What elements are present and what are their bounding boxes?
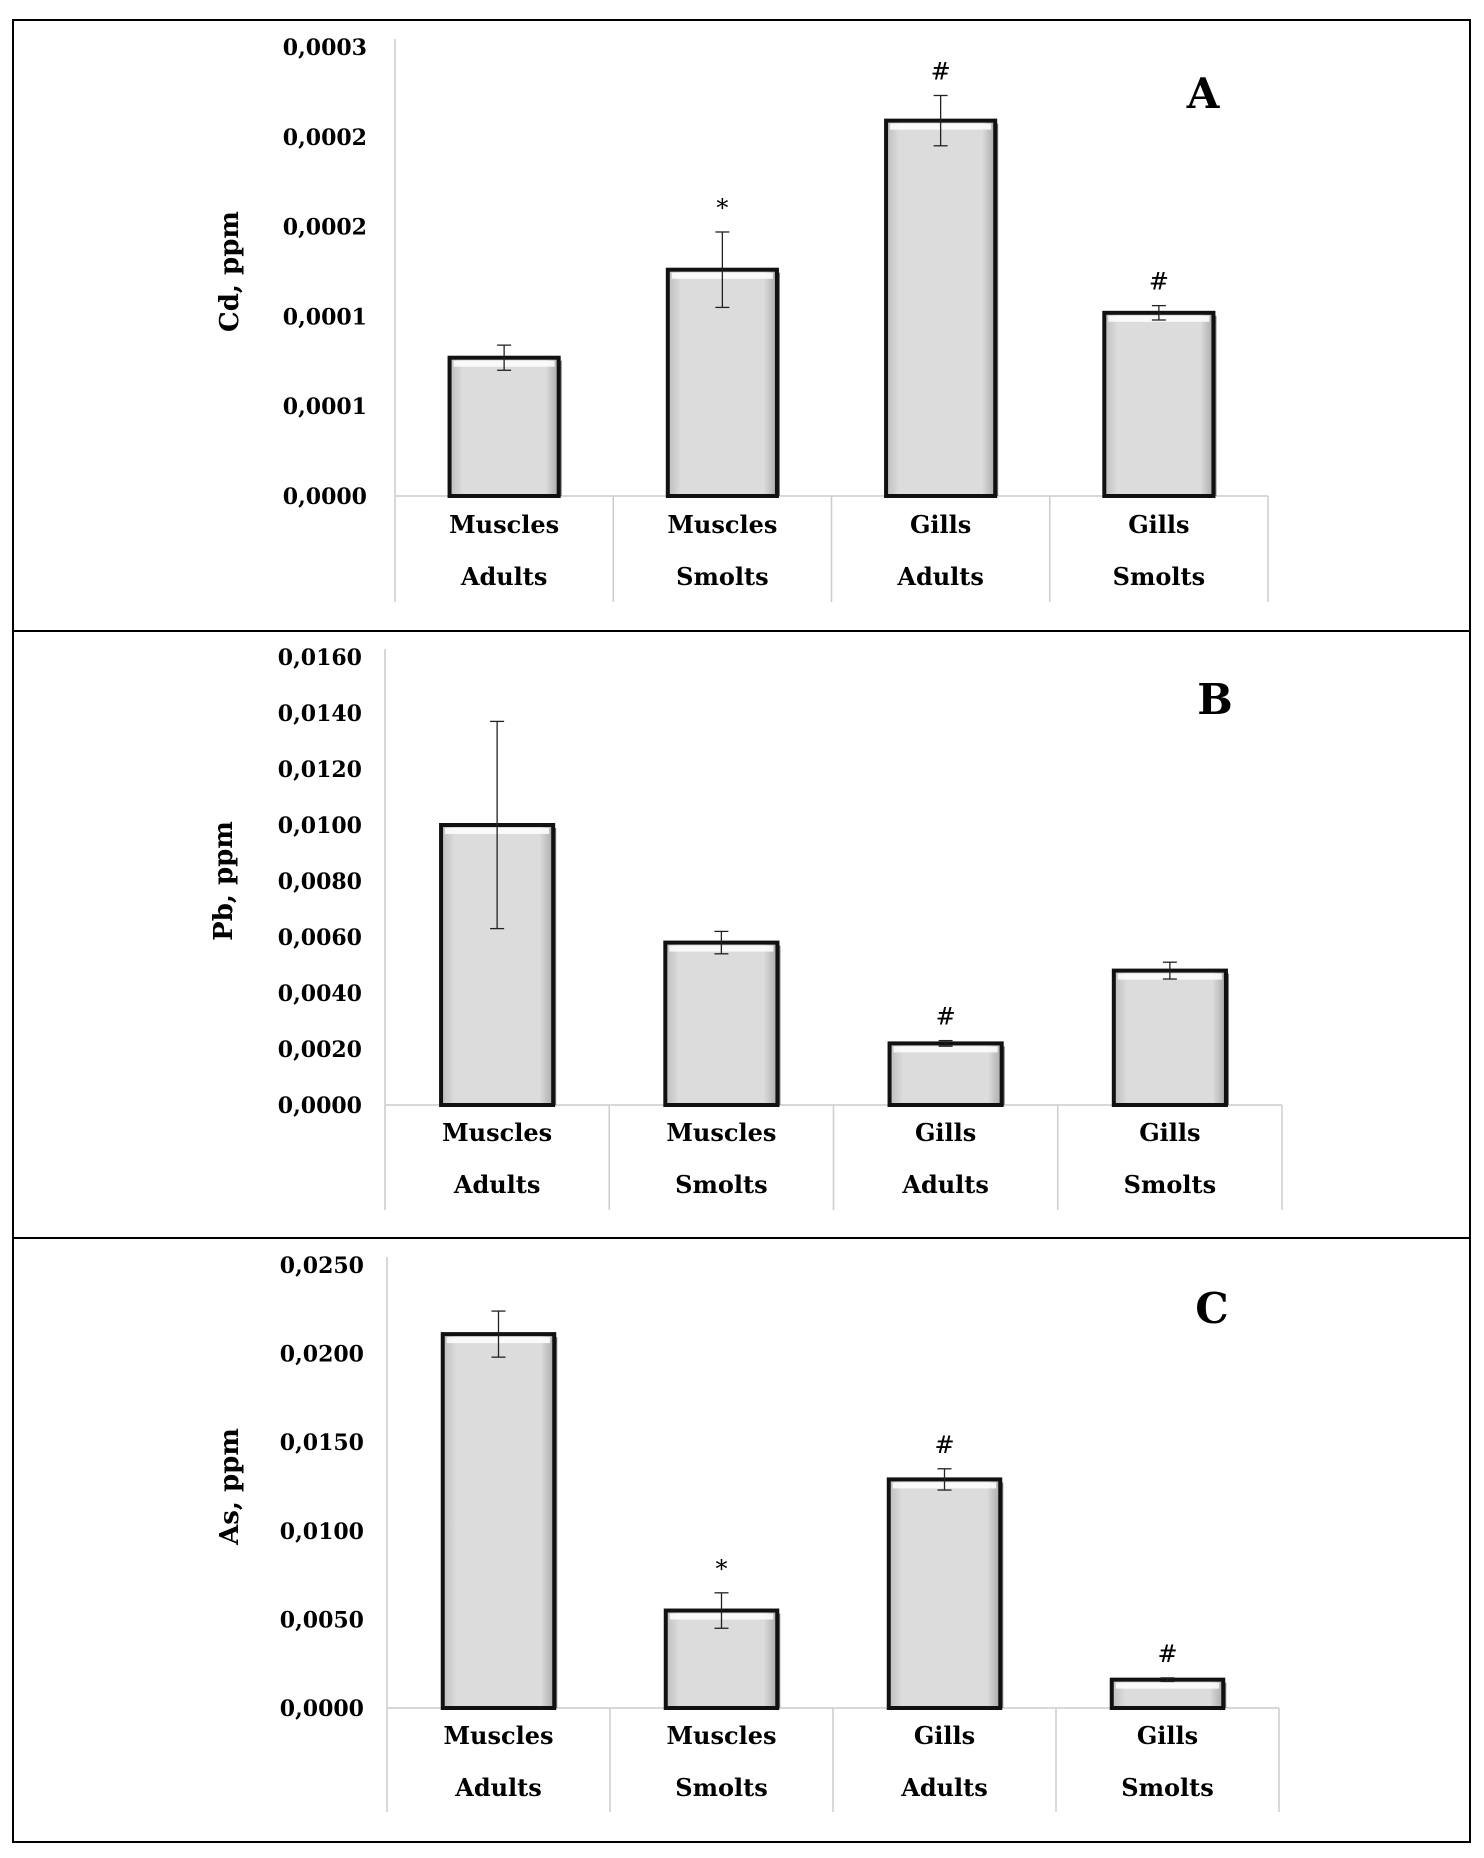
x-category-label: Gills	[910, 510, 971, 539]
x-category-sublabel: Adults	[900, 1773, 988, 1802]
bar	[1111, 968, 1228, 1107]
x-category-label: Gills	[915, 1118, 976, 1147]
x-category-sublabel: Smolts	[1121, 1773, 1213, 1802]
y-tick-label: 0,0080	[278, 869, 362, 895]
chart-panel-a: 0,0000 0,0001 0,0001 0,0002 0,0002 0,0003 Cd, …	[215, 35, 1269, 602]
x-category-label: Gills	[1128, 510, 1189, 539]
panel-label: B	[1197, 675, 1233, 724]
y-tick-label: 0,0040	[278, 981, 362, 1007]
significance-marker: #	[1157, 1640, 1177, 1668]
bar-highlight	[1115, 1682, 1220, 1689]
significance-marker: #	[931, 57, 951, 85]
panel-label: C	[1195, 1284, 1228, 1333]
bar	[1102, 310, 1216, 499]
x-category-sublabel: Smolts	[1124, 1170, 1216, 1199]
y-tick-label: 0,0050	[280, 1607, 364, 1633]
y-tick-label: 0,0000	[278, 1093, 362, 1119]
x-category-sublabel: Adults	[901, 1170, 989, 1199]
y-tick-label: 0,0250	[280, 1253, 364, 1279]
y-tick-label: 0,0160	[278, 645, 362, 671]
y-tick-label: 0,0140	[278, 701, 362, 727]
chart-panel-c: 0,0000 0,0050 0,0100 0,0150 0,0200 0,0250 As, …	[215, 1253, 1280, 1812]
x-category-sublabel: Adults	[896, 562, 984, 591]
x-category-label: Gills	[1137, 1721, 1198, 1750]
x-category-label: Muscles	[442, 1118, 552, 1147]
significance-marker: #	[1149, 268, 1169, 296]
bar	[663, 940, 780, 1107]
bar	[440, 1332, 557, 1711]
x-category-label: Gills	[1139, 1118, 1200, 1147]
x-category-sublabel: Smolts	[676, 562, 768, 591]
y-tick-label: 0,0003	[283, 35, 367, 61]
significance-marker: #	[934, 1431, 954, 1459]
y-tick-label: 0,0001	[283, 394, 367, 420]
y-axis-title: Cd, ppm	[215, 211, 245, 332]
y-tick-label: 0,0000	[283, 484, 367, 510]
panel-label: A	[1186, 69, 1221, 118]
x-category-label: Muscles	[449, 510, 559, 539]
chart-panel-b: 0,0000 0,0020 0,0040 0,0060 0,0080 0,0100 0,01…	[209, 645, 1283, 1210]
y-tick-label: 0,0120	[278, 757, 362, 783]
y-tick-label: 0,0020	[278, 1037, 362, 1063]
x-category-sublabel: Smolts	[1113, 562, 1205, 591]
x-category-sublabel: Adults	[454, 1773, 542, 1802]
y-tick-label: 0,0100	[278, 813, 362, 839]
y-axis-title: Pb, ppm	[209, 821, 239, 941]
figure-frame	[12, 19, 1471, 1843]
y-tick-label: 0,0002	[283, 125, 367, 151]
y-tick-label: 0,0200	[280, 1342, 364, 1368]
y-axis-title: As, ppm	[215, 1428, 245, 1546]
significance-marker: #	[936, 1003, 956, 1031]
y-tick-label: 0,0150	[280, 1430, 364, 1456]
x-category-sublabel: Smolts	[675, 1170, 767, 1199]
y-tick-label: 0,0060	[278, 925, 362, 951]
bar	[665, 267, 779, 499]
x-category-label: Muscles	[666, 1118, 776, 1147]
x-category-label: Gills	[914, 1721, 975, 1750]
bar	[447, 355, 561, 499]
y-tick-label: 0,0100	[280, 1519, 364, 1545]
bar-highlight	[893, 1046, 998, 1053]
y-tick-label: 0,0002	[283, 215, 367, 241]
bar	[886, 1477, 1003, 1710]
x-category-label: Muscles	[667, 510, 777, 539]
bar	[884, 118, 998, 499]
x-category-sublabel: Smolts	[675, 1773, 767, 1802]
x-category-sublabel: Adults	[460, 562, 548, 591]
bar	[887, 1041, 1004, 1108]
significance-marker: *	[716, 1555, 728, 1583]
x-category-label: Muscles	[666, 1721, 776, 1750]
x-category-label: Muscles	[443, 1721, 553, 1750]
x-category-sublabel: Adults	[453, 1170, 541, 1199]
significance-marker: *	[716, 194, 728, 222]
y-tick-label: 0,0001	[283, 304, 367, 330]
y-tick-label: 0,0000	[280, 1696, 364, 1722]
